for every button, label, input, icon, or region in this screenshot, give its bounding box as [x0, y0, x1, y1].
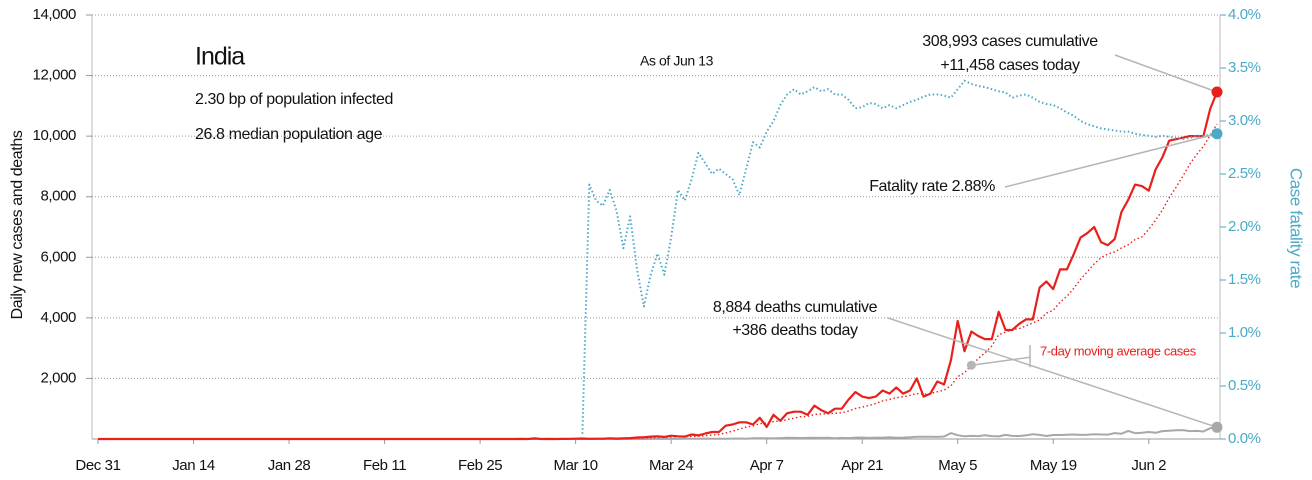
x-tick-label: Jun 2	[1131, 457, 1166, 474]
y2-tick-label: 4.0%	[1228, 6, 1261, 23]
x-tick-label: Jan 28	[268, 457, 311, 474]
y-tick-label: 2,000	[40, 369, 76, 386]
leader-line	[1004, 132, 1218, 188]
y-tick-label: 4,000	[40, 309, 76, 326]
end-dot	[1211, 128, 1223, 140]
x-tick-label: May 19	[1030, 457, 1077, 474]
leader-line	[971, 345, 1031, 368]
y2-tick-label: 1.0%	[1228, 324, 1261, 341]
y2-tick-label: 3.5%	[1228, 59, 1261, 76]
y-tick-label: 6,000	[40, 248, 76, 265]
x-tick-label: Feb 25	[458, 457, 502, 474]
series-line	[98, 123, 1218, 440]
annotation: +11,458 cases today	[940, 57, 1080, 74]
annotation: 8,884 deaths cumulative	[713, 299, 878, 316]
annotation-dot	[966, 360, 976, 370]
x-tick-label: Apr 7	[750, 457, 784, 474]
annotation: Fatality rate 2.88%	[869, 178, 995, 195]
annotation: 308,993 cases cumulative	[922, 33, 1098, 50]
y2-tick-label: 0.0%	[1228, 430, 1261, 447]
y2-tick-label: 0.5%	[1228, 377, 1261, 394]
chart-title: India	[195, 43, 245, 71]
y-tick-label: 10,000	[33, 127, 77, 144]
leader-line	[1114, 54, 1218, 93]
leader-line	[887, 317, 1218, 429]
y2-tick-label: 2.0%	[1228, 218, 1261, 235]
annotation: 26.8 median population age	[195, 126, 383, 143]
series-annotation: 7-day moving average cases	[1040, 343, 1197, 358]
annotation: As of Jun 13	[640, 53, 714, 69]
x-tick-label: Apr 21	[841, 457, 883, 474]
x-tick-label: Dec 31	[75, 457, 120, 474]
y2-tick-label: 1.5%	[1228, 271, 1261, 288]
y-tick-label: 12,000	[33, 67, 77, 84]
annotation: +386 deaths today	[732, 322, 858, 339]
y2-tick-label: 2.5%	[1228, 165, 1261, 182]
series-line	[581, 79, 1218, 434]
annotation: 2.30 bp of population infected	[195, 91, 393, 108]
x-tick-label: Jan 14	[172, 457, 215, 474]
y2-axis-label: Case fatality rate	[1287, 168, 1306, 288]
end-dot	[1211, 421, 1223, 433]
y-tick-label: 8,000	[40, 188, 76, 205]
y-tick-label: 14,000	[33, 6, 77, 23]
end-dot	[1211, 86, 1223, 98]
x-tick-label: Mar 24	[649, 457, 693, 474]
x-tick-label: May 5	[938, 457, 977, 474]
x-tick-label: Feb 11	[363, 457, 406, 474]
y2-tick-label: 3.0%	[1228, 112, 1261, 129]
series-line	[98, 91, 1219, 441]
x-tick-label: Mar 10	[553, 457, 597, 474]
y-axis-label: Daily new cases and deaths	[9, 130, 26, 319]
